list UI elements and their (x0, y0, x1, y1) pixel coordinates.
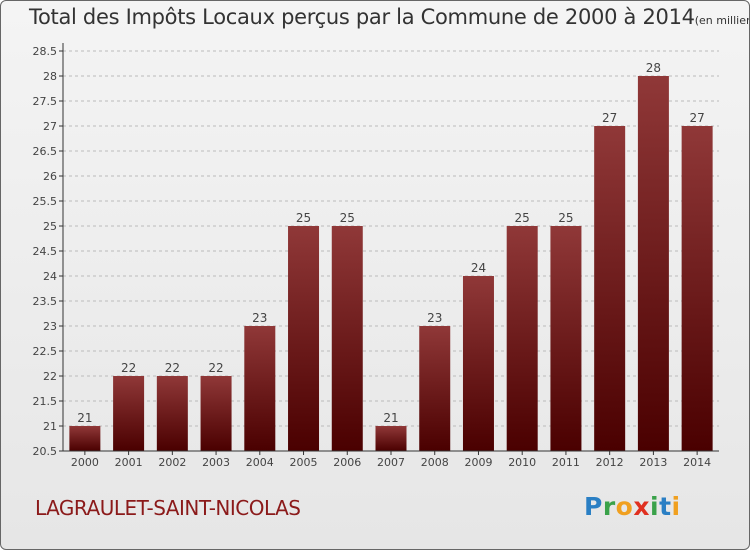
y-tick-label: 28 (43, 70, 57, 83)
bar (331, 226, 363, 451)
x-tick-label: 2000 (71, 456, 99, 469)
x-tick-label: 2007 (377, 456, 405, 469)
y-tick-label: 25.5 (33, 195, 58, 208)
y-tick-label: 22 (43, 370, 57, 383)
bar (637, 76, 669, 451)
bar-value-label: 24 (471, 261, 486, 275)
y-tick-label: 26 (43, 170, 57, 183)
logo-letter: i (671, 492, 681, 521)
bar-value-label: 25 (296, 211, 311, 225)
y-tick-label: 20.5 (33, 445, 58, 458)
logo-letter: o (615, 492, 634, 521)
chart-title-main: Total des Impôts Locaux perçus par la Co… (29, 5, 695, 29)
y-tick-label: 21 (43, 420, 57, 433)
bar (200, 376, 232, 451)
y-tick-label: 27 (43, 120, 57, 133)
x-tick-label: 2008 (421, 456, 449, 469)
x-tick-label: 2012 (596, 456, 624, 469)
chart-title-unit: (en milliers d'€) (694, 14, 749, 27)
bar (244, 326, 276, 451)
logo-letter: P (584, 492, 603, 521)
bar (419, 326, 451, 451)
y-tick-label: 23 (43, 320, 57, 333)
axes: 20.5 21 21.5 22 22.5 23 23.5 24 24.5 25 25.5 26 26.5… (33, 43, 719, 469)
bar (550, 226, 582, 451)
bars: 21 22 22 22 23 25 25 21 23 24 25 25 27 28 27 (69, 61, 713, 451)
chart-title: Total des Impôts Locaux perçus par la Co… (29, 5, 749, 29)
bar-value-label: 22 (208, 361, 223, 375)
x-tick-label: 2013 (639, 456, 667, 469)
logo-letter: r (602, 492, 616, 521)
y-tick-label: 24 (43, 270, 57, 283)
bar-value-label: 22 (121, 361, 136, 375)
y-tick-label: 27.5 (33, 95, 58, 108)
bar-value-label: 27 (602, 111, 617, 125)
y-tick-label: 25 (43, 220, 57, 233)
bar (375, 426, 407, 451)
x-tick-label: 2014 (683, 456, 711, 469)
y-tick-label: 22.5 (33, 345, 58, 358)
x-tick-label: 2002 (158, 456, 186, 469)
x-tick-label: 2006 (333, 456, 361, 469)
bar-value-label: 25 (340, 211, 355, 225)
x-tick-label: 2004 (246, 456, 274, 469)
bar (288, 226, 320, 451)
bar-value-label: 28 (646, 61, 661, 75)
bar-value-label: 21 (77, 411, 92, 425)
bar (156, 376, 188, 451)
bar-value-label: 25 (515, 211, 530, 225)
bar (462, 276, 494, 451)
logo-letter: i (650, 492, 660, 521)
commune-name: LAGRAULET-SAINT-NICOLAS (35, 496, 301, 520)
x-tick-label: 2003 (202, 456, 230, 469)
bar (113, 376, 145, 451)
y-tick-label: 23.5 (33, 295, 58, 308)
bar-value-label: 25 (558, 211, 573, 225)
logo-letter: t (659, 492, 672, 521)
bar-value-label: 23 (252, 311, 267, 325)
bar-value-label: 21 (383, 411, 398, 425)
x-tick-label: 2001 (115, 456, 143, 469)
bar (69, 426, 101, 451)
bar-value-label: 23 (427, 311, 442, 325)
bar-value-label: 27 (689, 111, 704, 125)
x-tick-label: 2009 (464, 456, 492, 469)
bar (594, 126, 626, 451)
proxiti-logo[interactable]: Proxiti (584, 492, 681, 521)
bar-value-label: 22 (165, 361, 180, 375)
y-tick-label: 26.5 (33, 145, 58, 158)
y-tick-label: 24.5 (33, 245, 58, 258)
x-tick-label: 2011 (552, 456, 580, 469)
y-tick-label: 28.5 (33, 45, 58, 58)
logo-letter: x (633, 492, 650, 521)
bar (681, 126, 713, 451)
y-tick-label: 21.5 (33, 395, 58, 408)
bar (506, 226, 538, 451)
x-tick-label: 2010 (508, 456, 536, 469)
x-tick-label: 2005 (290, 456, 318, 469)
